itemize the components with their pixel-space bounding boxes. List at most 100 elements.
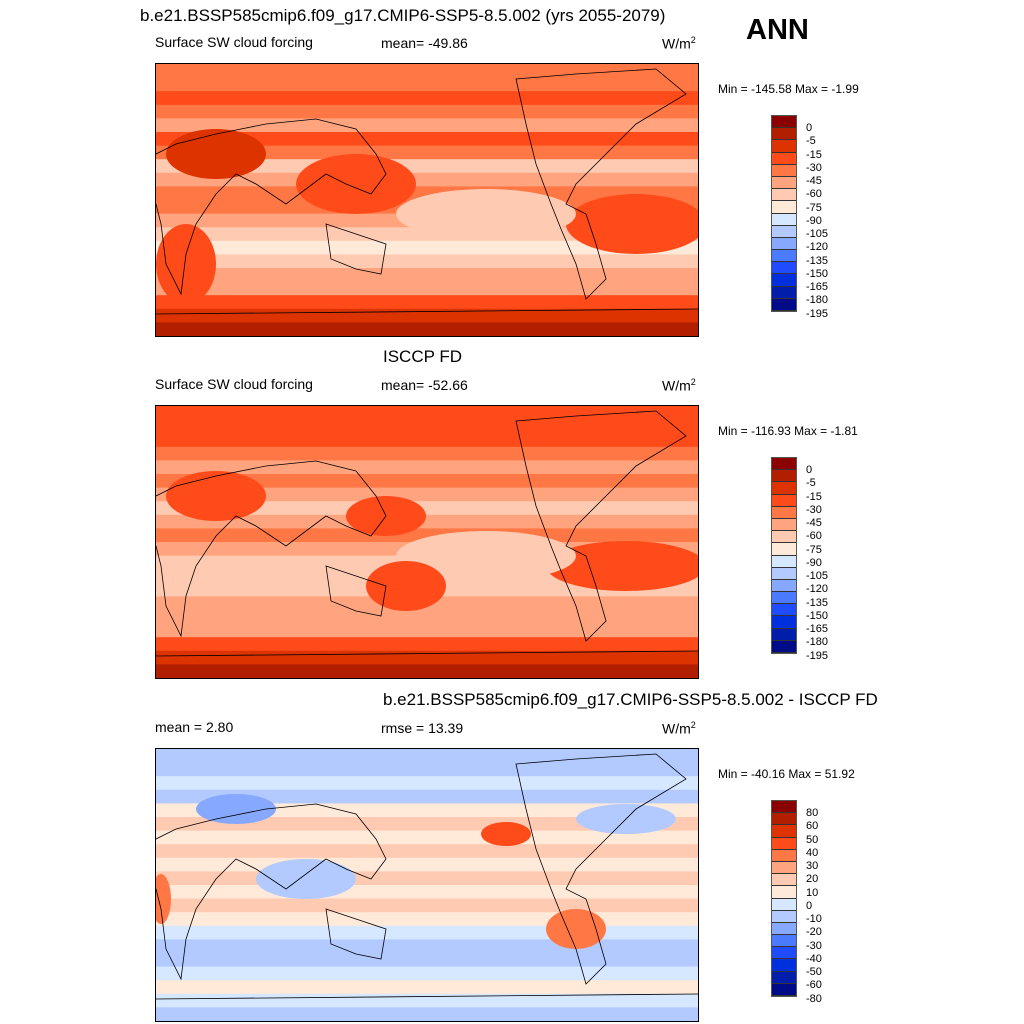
colorbar-tick-label: -30	[806, 939, 822, 952]
map-panel-2	[155, 405, 699, 679]
colorbar-tick-label: 60	[806, 820, 819, 833]
contour-band	[156, 77, 698, 93]
colorbar-tick-label: -120	[806, 241, 829, 254]
colorbar-tick-label: -50	[806, 966, 822, 978]
colorbar-swatch	[772, 567, 796, 580]
colorbar-swatch	[772, 213, 796, 226]
contour-band	[156, 254, 698, 269]
colorbar-swatch	[772, 164, 796, 177]
coastline	[156, 118, 387, 296]
colorbar-swatch	[772, 494, 796, 507]
colorbar-swatch	[772, 201, 796, 214]
contour-band	[156, 446, 698, 462]
contour-band	[156, 240, 698, 256]
contour-band	[156, 487, 698, 503]
contour-band	[156, 186, 698, 201]
contour-band	[156, 528, 698, 543]
colorbar-swatch	[772, 579, 796, 593]
contour-band	[156, 91, 698, 106]
colorbar-labels-2: 0 -5 -15 -30 -45 -60 -75 -90 -105 -120 -135 -150 -16…	[806, 464, 828, 663]
colorbar-tick-label: -75	[806, 201, 822, 214]
colorbar-tick-label: -195	[806, 307, 829, 320]
colorbar-tick-label: -120	[806, 583, 829, 596]
coastline	[325, 908, 387, 960]
panel-center-label: mean= -49.86	[381, 35, 468, 51]
colorbar-swatch	[772, 286, 796, 299]
contour-band	[156, 1007, 698, 1021]
contour-band	[156, 501, 698, 516]
colorbar-swatch	[772, 874, 796, 887]
contour-band	[156, 789, 698, 805]
contour-region	[566, 194, 698, 254]
contour-region	[396, 189, 576, 239]
colorbar-swatch	[772, 837, 796, 850]
contour-band	[156, 610, 698, 625]
contour-region	[396, 531, 576, 581]
colorbar-swatch	[772, 910, 796, 923]
colorbar-tick-label: 10	[806, 886, 819, 899]
colorbar-tick-label: -45	[806, 175, 822, 187]
colorbar-tick-label: -150	[806, 609, 829, 622]
contour-band	[156, 419, 698, 435]
contour-band	[156, 664, 698, 678]
contour-region	[166, 129, 266, 179]
colorbar-swatch	[772, 825, 796, 838]
colorbar-swatch	[772, 531, 796, 544]
colorbar-swatch	[772, 861, 796, 875]
map-panel-3	[155, 748, 699, 1022]
colorbar-tick-label: 50	[806, 833, 819, 846]
contour-band	[156, 118, 698, 133]
colorbar-tick-label: -60	[806, 530, 822, 543]
colorbar-tick-label: 0	[806, 899, 813, 912]
colorbar-swatch	[772, 640, 796, 653]
colorbar-swatch	[772, 922, 796, 936]
panel-center-label: mean= -52.66	[381, 377, 468, 393]
colorbar-swatch	[772, 140, 796, 153]
colorbar-tick-label: -135	[806, 254, 829, 267]
colorbar-tick-label: -5	[806, 135, 816, 148]
colorbar-tick-label: -165	[806, 623, 829, 635]
contour-band	[156, 295, 698, 310]
contour-band	[156, 514, 698, 530]
colorbar-swatch	[772, 176, 796, 190]
coastline	[156, 460, 387, 638]
coastline	[156, 993, 698, 1000]
contour-band	[156, 939, 698, 954]
colorbar-swatch	[772, 225, 796, 238]
panel-center-label: rmse = 13.39	[381, 720, 464, 736]
colorbar-swatch	[772, 458, 796, 471]
colorbar-tick-label: -15	[806, 490, 822, 503]
contour-band	[156, 650, 698, 666]
colorbar-swatch	[772, 128, 796, 141]
colorbar-tick-label: -180	[806, 294, 829, 307]
coastline	[515, 68, 687, 300]
coastline	[156, 803, 387, 981]
colorbar-swatch	[772, 849, 796, 862]
colorbar-tick-label: 0	[806, 122, 813, 134]
colorbar-swatch	[772, 616, 796, 629]
colorbar-tick-label: -195	[806, 649, 829, 662]
colorbar-tick-label: -20	[806, 926, 822, 939]
colorbar-tick-label: -180	[806, 636, 829, 649]
contour-band	[156, 460, 698, 475]
contour-region	[366, 561, 446, 611]
colorbar-tick-label: -5	[806, 477, 816, 490]
contour-band	[156, 885, 698, 900]
contour-region	[481, 822, 531, 846]
colorbar-labels-1: 0 -5 -15 -30 -45 -60 -75 -90 -105 -120 -135 -150 -16…	[806, 122, 828, 321]
colorbar-tick-label: -45	[806, 517, 822, 529]
contour-region	[156, 224, 216, 304]
contour-region	[196, 794, 276, 824]
map-panel-1	[155, 63, 699, 337]
colorbar-tick-label: -135	[806, 596, 829, 609]
colorbar-tick-label: -15	[806, 148, 822, 161]
colorbar-tick-label: -80	[806, 992, 822, 1005]
coastline	[156, 308, 698, 315]
contour-region	[296, 154, 416, 214]
contour-band	[156, 172, 698, 188]
coastline	[325, 223, 387, 275]
contour-band	[156, 308, 698, 324]
contour-band	[156, 871, 698, 886]
contour-band	[156, 844, 698, 859]
contour-region	[546, 909, 606, 949]
